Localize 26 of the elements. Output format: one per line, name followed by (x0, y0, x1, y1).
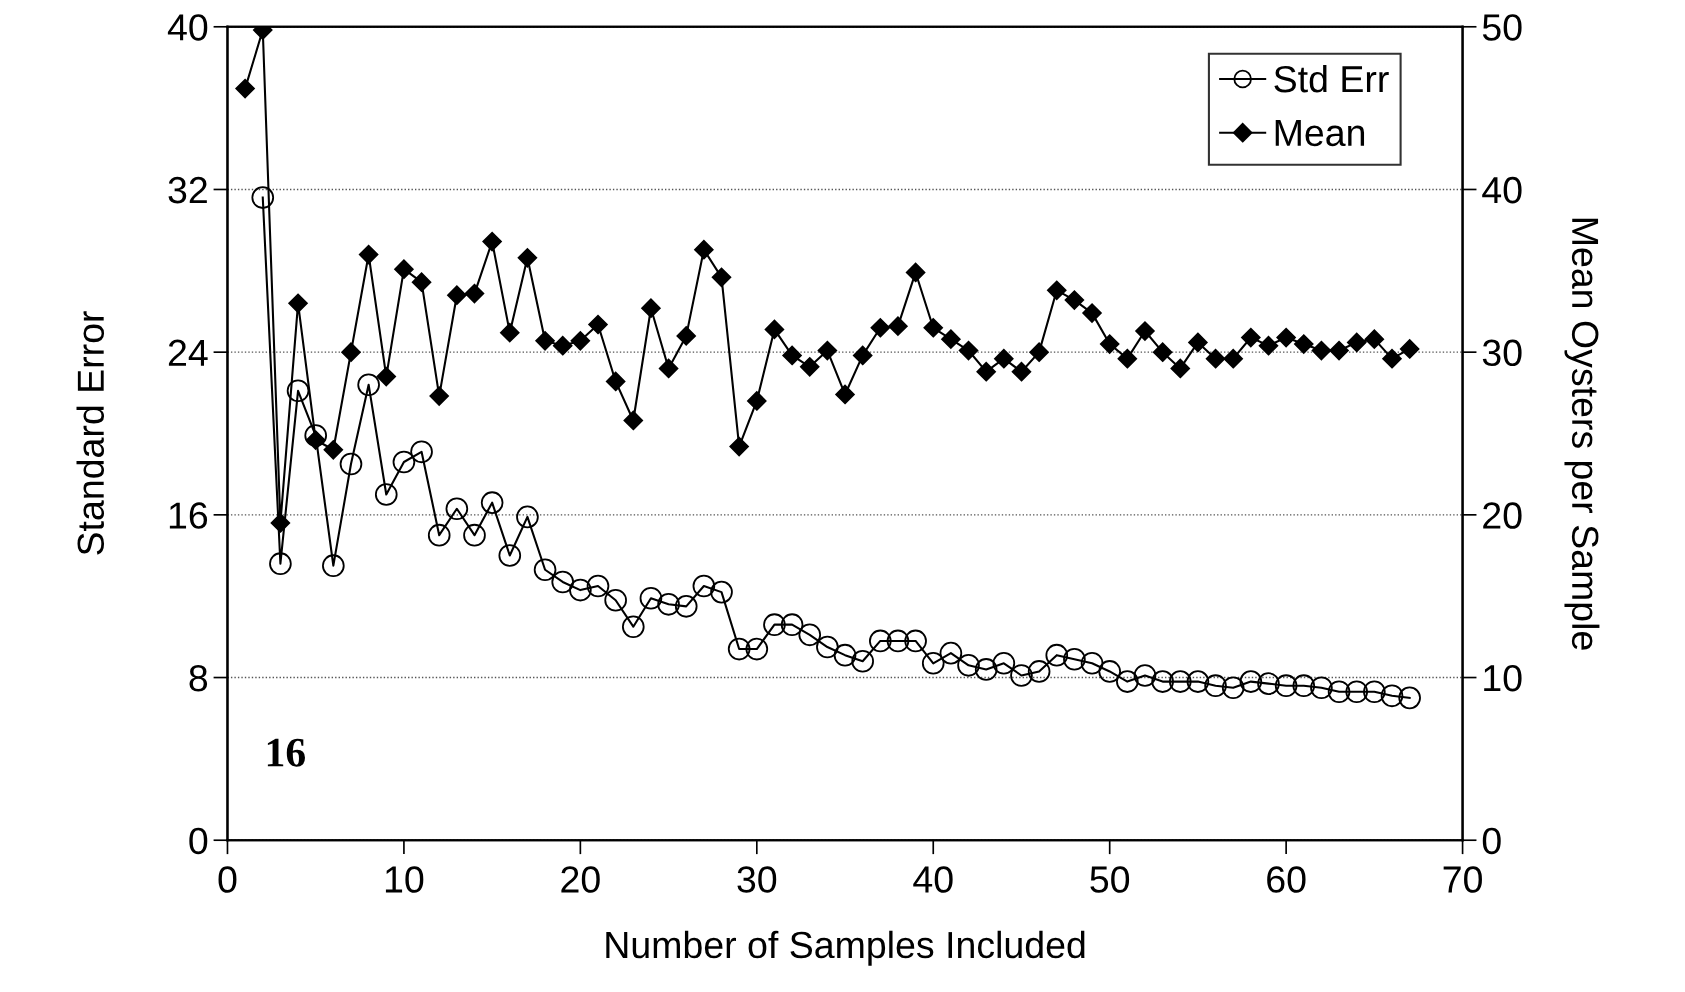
y2-axis-title: Mean Oysters per Sample (1564, 218, 1600, 650)
x-tick-label: 0 (218, 866, 237, 893)
x-tick-label: 60 (1267, 866, 1306, 893)
annotation: 16 (267, 738, 305, 767)
legend-label: Std Err (1274, 64, 1389, 93)
y2-tick-label: 30 (1482, 339, 1522, 367)
y-axis-title: Standard Error (76, 311, 105, 555)
y2-tick-label: 20 (1483, 502, 1522, 529)
x-tick-label: 40 (913, 866, 953, 893)
y2-tick-label: 50 (1482, 14, 1522, 41)
y2-tick-label: 10 (1484, 664, 1522, 692)
y2-tick-label: 0 (1482, 827, 1501, 855)
x-tick-label: 50 (1090, 866, 1130, 893)
x-tick-label: 30 (737, 866, 777, 893)
y-tick-label: 8 (189, 664, 208, 692)
x-tick-label: 20 (561, 866, 600, 893)
x-tick-label: 70 (1443, 866, 1482, 893)
legend-label: Mean (1275, 120, 1365, 147)
y-tick-label: 24 (168, 339, 208, 366)
x-tick-label: 10 (385, 866, 424, 893)
y2-tick-label: 40 (1482, 176, 1522, 204)
y-tick-label: 32 (168, 176, 207, 204)
y-tick-label: 40 (167, 14, 208, 41)
x-axis-title: Number of Samples Included (606, 930, 1085, 966)
y-tick-label: 16 (169, 502, 208, 529)
y-tick-label: 0 (189, 827, 208, 855)
